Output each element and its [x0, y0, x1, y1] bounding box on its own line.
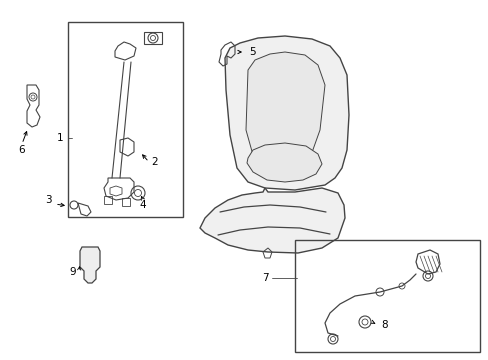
Polygon shape: [224, 36, 348, 190]
Text: 5: 5: [249, 47, 256, 57]
Text: 8: 8: [381, 320, 387, 330]
Bar: [84, 251, 98, 265]
Text: 2: 2: [151, 157, 158, 167]
Bar: [143, 32, 162, 44]
Polygon shape: [80, 247, 100, 283]
Polygon shape: [200, 188, 345, 253]
Text: 3: 3: [44, 195, 51, 205]
Text: 6: 6: [19, 145, 25, 155]
Polygon shape: [245, 52, 325, 165]
Bar: [294, 240, 479, 352]
Text: 9: 9: [70, 267, 76, 277]
Text: 1: 1: [57, 133, 63, 143]
Text: 4: 4: [140, 200, 146, 210]
Bar: [68, 22, 183, 217]
Text: 7: 7: [261, 273, 268, 283]
Polygon shape: [246, 143, 321, 182]
